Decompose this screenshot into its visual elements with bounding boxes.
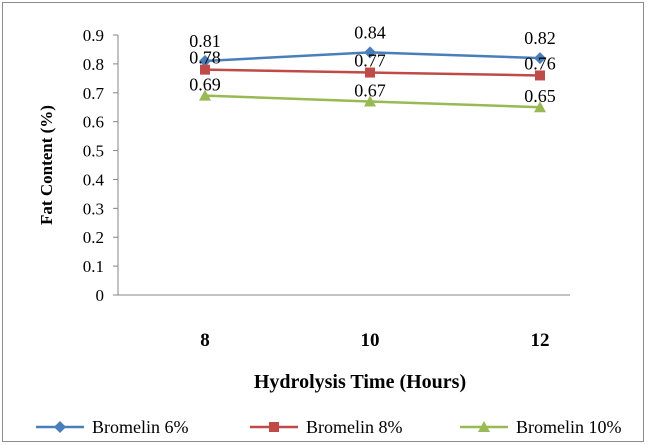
series-2-point (364, 95, 376, 107)
y-tick-label: 0.5 (83, 142, 104, 161)
legend-label-1: Bromelin 8% (306, 417, 403, 437)
x-tick-label: 8 (200, 330, 210, 351)
y-tick-label: 0.2 (83, 228, 104, 247)
x-tick-label: 12 (531, 330, 550, 351)
series-2-data-label: 0.67 (354, 80, 386, 100)
legend-label-2: Bromelin 10% (516, 417, 622, 437)
y-tick-label: 0.1 (83, 257, 104, 276)
legend-marker-2 (478, 421, 490, 432)
series-0-data-label: 0.84 (354, 22, 386, 42)
y-axis-title: Fat Content (%) (37, 105, 56, 225)
series-0-point (364, 46, 376, 59)
series-0-data-label: 0.82 (524, 28, 556, 48)
series-0-point (534, 52, 546, 65)
series-0-point (199, 55, 211, 67)
y-tick-label: 0.7 (83, 84, 105, 103)
y-tick-label: 0.8 (83, 55, 104, 74)
legend-marker-1 (269, 422, 279, 432)
series-2-point (199, 89, 211, 101)
legend-label-0: Bromelin 6% (92, 417, 189, 437)
x-tick-label: 10 (361, 330, 380, 351)
series-1-data-label: 0.78 (189, 48, 221, 68)
series-2-point (534, 101, 546, 113)
series-2-data-label: 0.69 (189, 75, 221, 95)
y-tick-label: 0.4 (83, 170, 105, 189)
y-tick-label: 0.6 (83, 113, 104, 132)
series-2-data-label: 0.65 (524, 86, 556, 106)
series-0-data-label: 0.81 (189, 31, 221, 51)
y-tick-label: 0.3 (83, 199, 104, 218)
series-1-data-label: 0.76 (524, 53, 556, 73)
series-1-point (535, 70, 545, 81)
series-1-data-label: 0.77 (354, 51, 386, 71)
series-1-point (200, 64, 210, 75)
y-tick-label: 0.9 (83, 26, 104, 45)
legend-marker-0 (54, 421, 66, 433)
series-1-point (365, 67, 375, 78)
x-axis-title: Hydrolysis Time (Hours) (254, 371, 466, 393)
y-tick-label: 0 (96, 286, 105, 305)
